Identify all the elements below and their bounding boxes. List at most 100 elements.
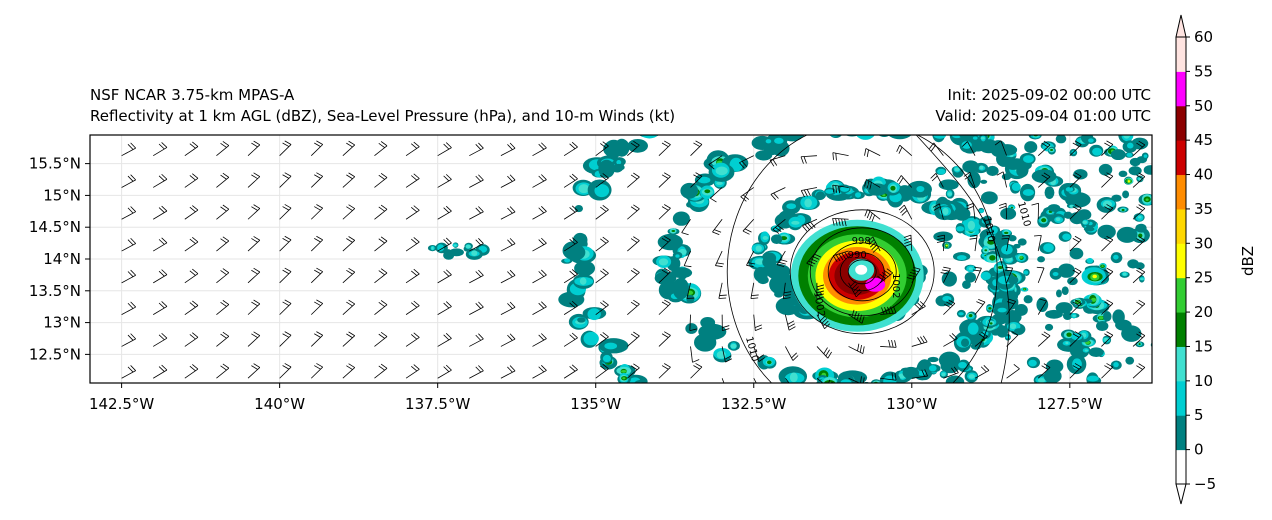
reflectivity-cell	[1122, 272, 1127, 276]
wind-barb	[1101, 204, 1114, 220]
wind-barb	[753, 378, 757, 383]
barb-shaft	[627, 335, 640, 347]
barb-flag	[1031, 202, 1039, 206]
barb-flag	[316, 299, 323, 304]
wind-barb	[342, 236, 356, 252]
barb-flag	[855, 291, 862, 298]
eye	[855, 264, 868, 275]
wind-barb	[184, 173, 199, 188]
barb-flag	[1136, 269, 1143, 275]
barb-shaft	[848, 346, 864, 354]
barb-shaft	[247, 271, 261, 284]
barb-shaft	[437, 274, 452, 284]
reflectivity-cell	[987, 239, 995, 245]
barb-flag	[1138, 236, 1146, 241]
wind-barb	[1069, 172, 1082, 188]
barb-flag	[901, 210, 908, 216]
barb-shaft	[153, 242, 168, 252]
barb-flag	[220, 142, 227, 148]
barb-flag	[130, 301, 136, 308]
barb-flag	[943, 266, 951, 269]
barb-flag	[1136, 365, 1143, 370]
barb-flag	[1072, 365, 1080, 370]
barb-shaft	[437, 369, 452, 379]
barb-flag	[445, 301, 452, 307]
barb-shaft	[437, 210, 452, 220]
barb-flag	[158, 239, 165, 245]
wind-barb	[690, 140, 703, 156]
lat-tick-label: 13.5°N	[29, 282, 81, 300]
wind-barb	[153, 364, 168, 379]
colorbar-segment	[1176, 71, 1186, 107]
barb-flag	[284, 299, 292, 304]
barb-flag	[920, 336, 925, 344]
reflectivity-cell	[1092, 147, 1102, 156]
barb-shaft	[1037, 176, 1051, 188]
wind-barb	[658, 140, 671, 156]
colorbar-extend-min	[1175, 483, 1187, 505]
reflectivity-cell	[1123, 135, 1131, 139]
isobar-contour	[726, 135, 998, 383]
colorbar-tick-label: −5	[1194, 475, 1216, 493]
wind-barb	[627, 236, 640, 252]
barb-flag	[838, 218, 841, 226]
barb-shaft	[121, 243, 136, 252]
reflectivity-cell	[1057, 263, 1075, 278]
reflectivity-cell	[1008, 235, 1017, 242]
reflectivity-cell	[715, 166, 728, 176]
barb-shaft	[310, 176, 323, 188]
barb-flag	[974, 266, 982, 269]
barb-flag	[999, 202, 1007, 206]
barb-shaft	[374, 240, 388, 252]
barb-flag	[806, 189, 811, 197]
wind-barb	[153, 301, 168, 315]
barb-flag	[509, 142, 516, 149]
barb-flag	[1136, 142, 1143, 148]
barb-flag	[1136, 238, 1143, 243]
reflectivity-cell	[1005, 160, 1022, 170]
lon-tick-label: 137.5°W	[405, 395, 470, 413]
barb-flag	[661, 333, 669, 338]
wind-barb	[437, 269, 452, 284]
reflectivity-cell	[940, 358, 961, 374]
wind-barb	[184, 236, 199, 252]
barb-shaft	[1101, 303, 1114, 315]
wind-barb	[469, 174, 484, 188]
barb-flag	[791, 352, 797, 359]
barb-flag	[1072, 269, 1080, 275]
reflectivity-cell	[1016, 164, 1029, 178]
barb-shaft	[1101, 239, 1114, 252]
reflectivity-cell	[1088, 138, 1094, 143]
reflectivity-cell	[1044, 186, 1055, 200]
barb-flag	[800, 190, 805, 198]
barb-flag	[854, 288, 861, 295]
barb-flag	[541, 301, 547, 308]
barb-shaft	[974, 336, 988, 347]
barb-shaft	[374, 272, 388, 284]
barb-shaft	[848, 314, 863, 324]
wind-barb	[782, 282, 792, 300]
wind-barb	[1132, 299, 1146, 315]
barb-flag	[253, 363, 261, 368]
reflectivity-cell	[1072, 314, 1076, 318]
barb-shaft	[563, 305, 578, 315]
reflectivity-cell	[763, 266, 773, 274]
barb-shaft	[739, 155, 754, 164]
barb-flag	[630, 142, 638, 148]
wind-barb	[184, 205, 199, 220]
wind-barb	[437, 174, 452, 188]
wind-barb	[877, 268, 893, 284]
barb-shaft	[310, 207, 323, 220]
wind-barb	[216, 268, 230, 284]
barb-flag	[378, 365, 385, 371]
barb-flag	[972, 269, 981, 272]
barb-flag	[937, 234, 945, 237]
barb-flag	[251, 365, 258, 370]
colorbar-segment	[1176, 208, 1186, 244]
wind-barb	[785, 346, 799, 361]
barb-flag	[1104, 333, 1111, 338]
barb-flag	[222, 363, 230, 369]
barb-flag	[1041, 142, 1049, 148]
lat-tick-label: 14°N	[43, 250, 81, 268]
barb-shaft	[247, 176, 261, 188]
